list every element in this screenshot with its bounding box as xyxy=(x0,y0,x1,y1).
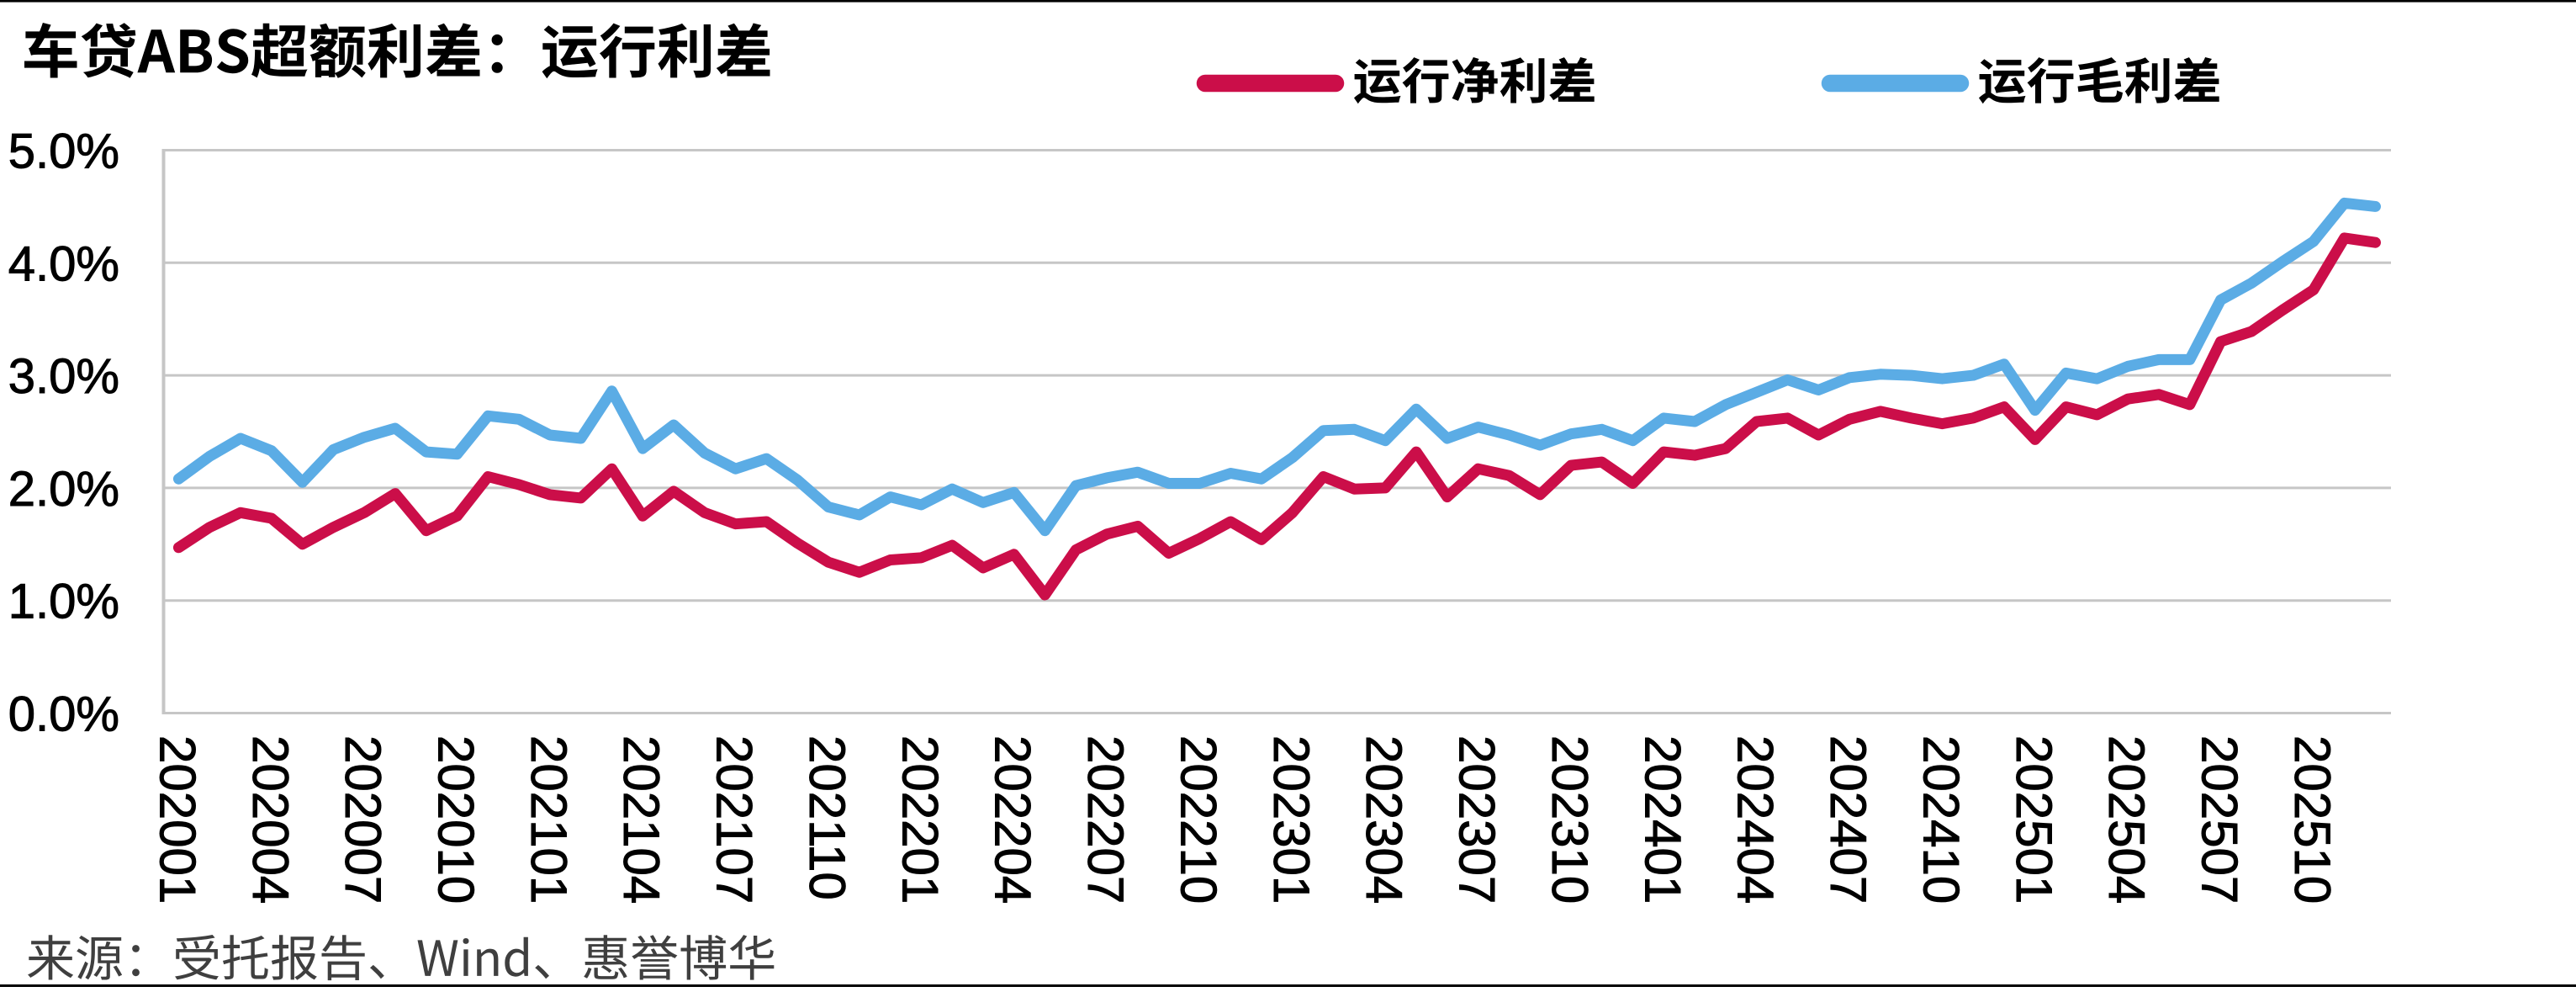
svg-text:202004: 202004 xyxy=(242,735,299,904)
svg-text:202301: 202301 xyxy=(1263,735,1320,904)
svg-text:3.0%: 3.0% xyxy=(8,349,119,404)
svg-text:202101: 202101 xyxy=(521,735,577,904)
svg-text:202207: 202207 xyxy=(1077,735,1134,904)
svg-text:202507: 202507 xyxy=(2192,735,2248,904)
svg-text:5.0%: 5.0% xyxy=(8,125,119,179)
svg-text:2.0%: 2.0% xyxy=(8,462,119,517)
svg-text:202404: 202404 xyxy=(1727,735,1784,904)
svg-text:202001: 202001 xyxy=(149,735,205,904)
svg-text:202307: 202307 xyxy=(1449,735,1505,904)
svg-text:0.0%: 0.0% xyxy=(8,687,119,742)
svg-text:202501: 202501 xyxy=(2006,735,2062,904)
svg-text:202310: 202310 xyxy=(1542,735,1598,904)
svg-text:202204: 202204 xyxy=(985,735,1041,904)
svg-text:202107: 202107 xyxy=(706,735,763,904)
svg-text:202010: 202010 xyxy=(428,735,484,904)
svg-text:202504: 202504 xyxy=(2098,735,2155,904)
svg-text:202407: 202407 xyxy=(1820,735,1876,904)
svg-text:202410: 202410 xyxy=(1912,735,1969,904)
svg-text:202401: 202401 xyxy=(1634,735,1690,904)
svg-text:202210: 202210 xyxy=(1171,735,1227,904)
svg-text:202110: 202110 xyxy=(799,735,855,900)
svg-text:202104: 202104 xyxy=(613,735,669,904)
svg-text:202304: 202304 xyxy=(1356,735,1412,904)
svg-text:202201: 202201 xyxy=(891,735,948,904)
svg-text:202510: 202510 xyxy=(2284,735,2341,904)
svg-text:202007: 202007 xyxy=(335,735,391,904)
svg-text:1.0%: 1.0% xyxy=(8,575,119,629)
svg-text:4.0%: 4.0% xyxy=(8,236,119,291)
